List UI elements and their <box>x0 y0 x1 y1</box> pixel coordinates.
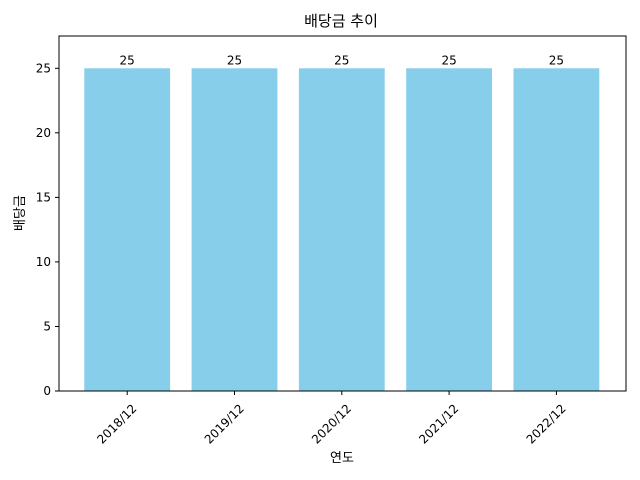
x-tick-label: 2018/12 <box>94 401 139 446</box>
y-axis-label: 배당금 <box>13 195 28 231</box>
y-tick-label: 15 <box>36 190 51 204</box>
bar-value-label: 25 <box>120 53 135 67</box>
bar-2020-12 <box>298 68 385 392</box>
bar-value-label: 25 <box>334 53 349 67</box>
x-tick-label: 2021/12 <box>416 401 461 446</box>
bar-value-label: 25 <box>227 53 242 67</box>
bar-2019-12 <box>191 68 278 392</box>
y-tick-label: 20 <box>36 126 51 140</box>
y-tick-label: 10 <box>36 255 51 269</box>
y-axis: 0 5 10 15 20 25 <box>36 61 59 398</box>
bar-2021-12 <box>406 68 492 392</box>
plot-frame <box>58 35 627 392</box>
bar-2018-12 <box>84 68 171 392</box>
bar-value-label: 25 <box>441 53 456 67</box>
x-axis: 2018/12 2019/12 2020/12 2021/12 2022/12 <box>94 391 569 447</box>
y-tick-label: 5 <box>43 320 51 334</box>
bar-2022-12 <box>513 68 600 392</box>
x-tick-label: 2022/12 <box>524 401 569 446</box>
x-tick-label: 2020/12 <box>309 401 354 446</box>
bar-labels-group: 25 25 25 25 25 <box>120 53 564 67</box>
bars-group <box>84 68 600 392</box>
x-axis-label: 연도 <box>330 451 354 466</box>
x-tick-label: 2019/12 <box>202 401 247 446</box>
chart-title: 배당금 추이 <box>304 12 378 30</box>
bar-value-label: 25 <box>549 53 564 67</box>
y-tick-label: 0 <box>43 384 51 398</box>
y-tick-label: 25 <box>36 61 51 75</box>
